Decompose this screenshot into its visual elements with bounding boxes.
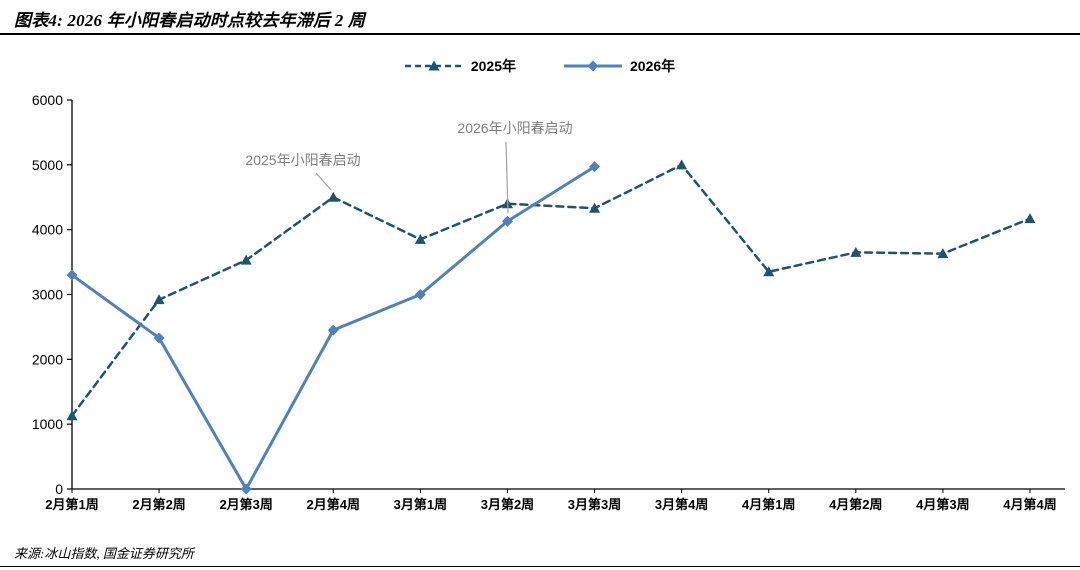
svg-text:4月第1周: 4月第1周	[742, 497, 795, 512]
svg-text:2025年小阳春启动: 2025年小阳春启动	[245, 152, 360, 168]
svg-text:3月第3周: 3月第3周	[568, 497, 621, 512]
svg-text:4月第4周: 4月第4周	[1003, 497, 1056, 512]
svg-text:2026年小阳春启动: 2026年小阳春启动	[457, 120, 572, 136]
svg-text:2月第4周: 2月第4周	[307, 497, 360, 512]
svg-text:4月第2周: 4月第2周	[829, 497, 882, 512]
svg-text:0: 0	[55, 481, 63, 497]
source-note: 来源:冰山指数, 国金证券研究所	[14, 546, 194, 561]
figure-title: 图表4: 2026 年小阳春启动时点较去年滞后 2 周	[14, 11, 366, 30]
bottom-divider	[0, 566, 1080, 567]
line-chart: 0 1000 2000 3000 4000 5000 6000 2月第1周 2月第2周 2月第3周…	[0, 92, 1080, 540]
svg-text:4000: 4000	[32, 222, 63, 238]
legend-label-2026: 2026年	[630, 58, 676, 74]
legend-label-2025: 2025年	[470, 58, 516, 74]
svg-text:3月第4周: 3月第4周	[655, 497, 708, 512]
legend-item-2025: 2025年	[404, 56, 516, 76]
svg-text:3000: 3000	[32, 287, 63, 303]
legend-swatch-2025-dashed-triangle-icon	[404, 60, 463, 71]
legend-item-2026: 2026年	[564, 56, 675, 76]
svg-text:4月第3周: 4月第3周	[916, 497, 969, 512]
svg-text:2月第2周: 2月第2周	[132, 497, 185, 512]
chart-legend: 2025年 2026年	[0, 56, 1080, 76]
svg-text:6000: 6000	[32, 95, 63, 108]
svg-text:3月第2周: 3月第2周	[481, 497, 534, 512]
svg-text:1000: 1000	[32, 416, 63, 432]
title-divider	[0, 33, 1080, 35]
legend-swatch-2026-solid-diamond-icon	[564, 60, 622, 72]
svg-text:2月第1周: 2月第1周	[45, 497, 98, 512]
svg-text:3月第1周: 3月第1周	[394, 497, 447, 512]
svg-text:5000: 5000	[32, 157, 63, 173]
svg-text:2月第3周: 2月第3周	[219, 497, 272, 512]
svg-text:2000: 2000	[32, 351, 63, 367]
